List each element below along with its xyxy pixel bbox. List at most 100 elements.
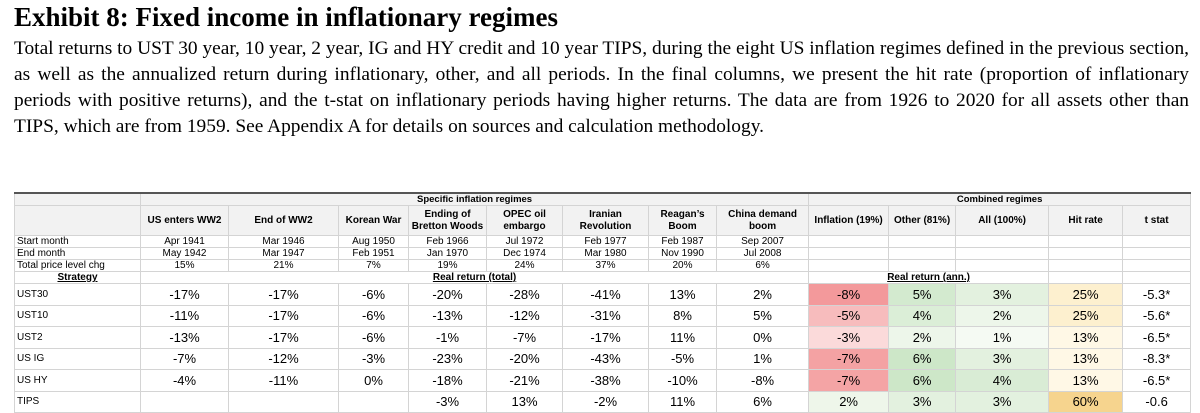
value-cell: -6% — [338, 283, 409, 306]
value-cell: 2% — [888, 326, 957, 349]
value-cell: 6% — [888, 369, 957, 392]
value-cell: -7% — [486, 326, 563, 349]
value-cell: 11% — [648, 390, 717, 413]
blank-cell — [1048, 247, 1124, 260]
value-cell: -12% — [228, 347, 339, 370]
value-cell: -5.3* — [1122, 283, 1192, 306]
blank-cell — [1048, 235, 1124, 248]
column-header: Reagan’s Boom — [648, 205, 717, 236]
value-cell: 8% — [648, 304, 717, 327]
blank-cell — [888, 247, 957, 260]
value-cell: -2% — [562, 390, 649, 413]
value-cell: -13% — [140, 326, 229, 349]
value-cell: -31% — [562, 304, 649, 327]
value-cell: -43% — [562, 347, 649, 370]
data-row: US HY -4% -11% 0% -18% -21% -38% -10% -8% -7% 6% 4%… — [14, 369, 1192, 392]
blank-cell — [14, 205, 141, 236]
value-cell: 25% — [1048, 283, 1124, 306]
blank-cell — [888, 259, 957, 272]
row-label: End month — [14, 247, 141, 260]
value-cell: -5.6* — [1122, 304, 1192, 327]
value-cell: -5% — [648, 347, 717, 370]
value-cell: 3% — [955, 347, 1050, 370]
value-cell — [228, 390, 339, 413]
value-cell: -11% — [140, 304, 229, 327]
row-label: UST10 — [14, 304, 141, 327]
value-cell: -8% — [808, 283, 890, 306]
row-label: Start month — [14, 235, 141, 248]
info-cell: Apr 1941 — [140, 235, 229, 248]
column-header: Hit rate — [1048, 205, 1124, 236]
value-cell: 13% — [1048, 369, 1124, 392]
value-cell: 11% — [648, 326, 717, 349]
blank-cell — [1122, 259, 1192, 272]
value-cell: 1% — [715, 347, 810, 370]
value-cell: 13% — [486, 390, 563, 413]
column-header: US enters WW2 — [140, 205, 229, 236]
value-cell: 1% — [955, 326, 1050, 349]
info-cell: 19% — [408, 259, 487, 272]
value-cell: -8% — [715, 369, 810, 392]
row-label: TIPS — [14, 390, 141, 413]
value-cell: 60% — [1048, 390, 1124, 413]
value-cell: 3% — [955, 283, 1050, 306]
group-header: Combined regimes — [808, 192, 1192, 206]
info-cell: Dec 1974 — [486, 247, 563, 260]
group-header: Specific inflation regimes — [139, 192, 810, 206]
blank-cell — [1122, 235, 1192, 248]
blank-cell — [955, 247, 1050, 260]
section-header: Real return (ann.) — [808, 271, 1050, 284]
info-cell: 37% — [562, 259, 649, 272]
blank-cell — [955, 259, 1050, 272]
value-cell: -6% — [338, 326, 409, 349]
info-cell: Mar 1947 — [228, 247, 339, 260]
value-cell: -3% — [338, 347, 409, 370]
value-cell: -6% — [338, 304, 409, 327]
blank-cell — [1048, 259, 1124, 272]
value-cell: -6.5* — [1122, 369, 1192, 392]
value-cell: 2% — [808, 390, 890, 413]
value-cell: 4% — [955, 369, 1050, 392]
value-cell: 0% — [338, 369, 409, 392]
value-cell — [338, 390, 409, 413]
value-cell: -23% — [408, 347, 487, 370]
info-row: Start month Apr 1941 Mar 1946 Aug 1950 Feb 1… — [14, 235, 1192, 248]
info-cell: Nov 1990 — [648, 247, 717, 260]
blank-cell — [888, 235, 957, 248]
value-cell: 13% — [1048, 347, 1124, 370]
returns-table: Specific inflation regimes Combined regim… — [14, 192, 1192, 413]
value-cell: -6.5* — [1122, 326, 1192, 349]
value-cell: -21% — [486, 369, 563, 392]
blank-cell — [808, 259, 890, 272]
column-header: Korean War — [338, 205, 409, 236]
row-label: Total price level chg — [14, 259, 141, 272]
value-cell: 6% — [715, 390, 810, 413]
sec-row: Strategy Real return (total) Real return (… — [14, 271, 1192, 284]
info-cell: Feb 1966 — [408, 235, 487, 248]
info-cell: May 1942 — [140, 247, 229, 260]
value-cell: -7% — [140, 347, 229, 370]
section-header: Real return (total) — [139, 271, 810, 284]
value-cell: -7% — [808, 369, 890, 392]
blank-cell — [1122, 271, 1192, 284]
value-cell — [140, 390, 229, 413]
info-cell: Feb 1987 — [648, 235, 717, 248]
info-cell: Feb 1977 — [562, 235, 649, 248]
column-header: All (100%) — [955, 205, 1050, 236]
value-cell: -5% — [808, 304, 890, 327]
value-cell: 5% — [715, 304, 810, 327]
column-header: Inflation (19%) — [808, 205, 890, 236]
column-header: t stat — [1122, 205, 1192, 236]
value-cell: 3% — [888, 390, 957, 413]
value-cell: -4% — [140, 369, 229, 392]
grp-row: Specific inflation regimes Combined regim… — [14, 192, 1192, 206]
info-cell: Mar 1980 — [562, 247, 649, 260]
column-header: Other (81%) — [888, 205, 957, 236]
value-cell: -41% — [562, 283, 649, 306]
info-cell: 20% — [648, 259, 717, 272]
hdr-row: US enters WW2 End of WW2 Korean War Ending … — [14, 205, 1192, 236]
value-cell: -17% — [140, 283, 229, 306]
value-cell: -17% — [228, 326, 339, 349]
value-cell: 25% — [1048, 304, 1124, 327]
